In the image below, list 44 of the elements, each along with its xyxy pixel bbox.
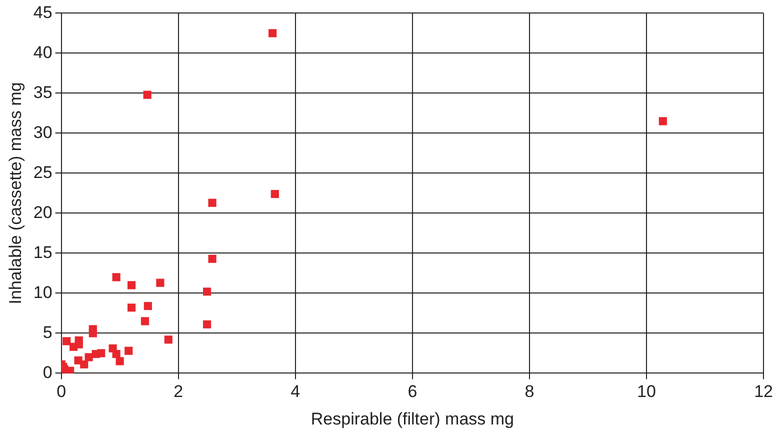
point [74, 356, 82, 364]
point [658, 117, 667, 126]
x-tick-label: 10 [637, 382, 656, 402]
x-tick-label: 2 [174, 382, 184, 402]
y-axis-title: Inhalable (cassette) mass mg [6, 82, 25, 304]
point [116, 357, 124, 366]
x-tick-label: 6 [408, 382, 418, 402]
y-tick-label: 25 [33, 162, 52, 182]
y-tick-label: 20 [33, 202, 52, 222]
y-tick-label: 10 [33, 282, 52, 302]
point [74, 340, 83, 348]
point [62, 337, 71, 346]
y-tick-label: 40 [33, 42, 52, 62]
x-tick-label: 12 [754, 382, 774, 402]
point [164, 336, 172, 344]
point [140, 317, 150, 326]
point [128, 281, 136, 290]
point [208, 198, 216, 207]
point [202, 320, 212, 328]
point [66, 366, 74, 374]
y-tick-label: 30 [33, 122, 52, 142]
x-tick-label: 0 [56, 382, 66, 402]
point [144, 302, 152, 310]
x-tick-label: 8 [524, 382, 534, 402]
x-axis-title: Respirable (filter) mass mg [310, 409, 514, 428]
point [268, 29, 277, 38]
y-tick-label: 5 [42, 322, 52, 342]
point [156, 278, 164, 287]
point [124, 346, 133, 355]
point [202, 288, 212, 296]
point [128, 304, 136, 312]
point [88, 325, 97, 334]
point [208, 254, 216, 263]
point [112, 350, 120, 358]
point [84, 353, 93, 362]
point [112, 273, 120, 282]
y-tick-label: 15 [33, 242, 52, 262]
y-tick-label: 35 [33, 82, 52, 102]
x-tick-label: 4 [290, 382, 300, 402]
point [270, 190, 279, 198]
point [143, 90, 152, 99]
point [92, 350, 100, 358]
y-tick-label: 45 [33, 2, 52, 22]
y-tick-label: 0 [42, 362, 52, 382]
